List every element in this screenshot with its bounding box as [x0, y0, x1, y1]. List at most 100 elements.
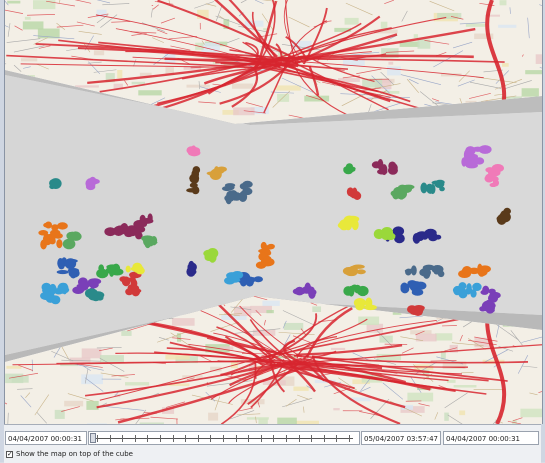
time-slider-tick [173, 435, 174, 442]
checkmark-icon: ✓ [7, 449, 13, 459]
map-landuse-patch [33, 0, 55, 9]
map-landuse-patch [86, 401, 98, 410]
trajectory-point [96, 269, 108, 279]
trajectory-point [400, 283, 408, 292]
trajectory-point [412, 289, 424, 296]
trajectory-point [54, 288, 64, 294]
trajectory-point [56, 239, 62, 248]
trajectory-point [485, 175, 494, 182]
trajectory-point [214, 166, 219, 175]
map-landuse-patch [312, 306, 321, 312]
time-slider-tick [110, 435, 111, 442]
trajectory-point [372, 161, 381, 168]
map-landuse-patch [262, 301, 279, 306]
trajectory-point [88, 290, 98, 301]
space-time-cube-canvas[interactable] [5, 0, 542, 424]
trajectory-point [70, 231, 81, 240]
time-slider-tick [223, 435, 224, 442]
map-landuse-patch [132, 82, 145, 85]
trajectory-point [49, 238, 56, 245]
time-controls-bar: 04/04/2007 00:00:31 05/04/2007 03:57:47 … [4, 424, 541, 463]
trajectory-point [493, 165, 499, 171]
time-slider[interactable] [88, 431, 360, 445]
trajectory-point [465, 146, 475, 155]
show-map-option[interactable]: ✓ Show the map on top of the cube [6, 448, 133, 460]
time-slider-tick [236, 435, 237, 442]
trajectory-point [432, 180, 443, 184]
map-landuse-patch [414, 34, 418, 38]
map-landuse-patch [444, 413, 449, 421]
map-landuse-patch [266, 310, 273, 313]
map-landuse-patch [25, 17, 31, 20]
trajectory-point [488, 289, 496, 294]
trajectory-point [38, 230, 48, 235]
map-landuse-patch [121, 331, 131, 336]
trajectory-point [381, 164, 387, 175]
trajectory-point [458, 289, 467, 299]
trajectory-point [140, 218, 153, 224]
trajectory-point [493, 179, 499, 186]
time-slider-thumb[interactable] [90, 433, 96, 443]
map-landuse-patch [331, 348, 345, 350]
time-slider-tick [210, 435, 211, 442]
trajectory-point [186, 146, 197, 154]
trajectory-point [249, 277, 254, 283]
map-landuse-patch [172, 318, 195, 326]
trajectory-point [254, 276, 263, 282]
map-landuse-patch [247, 417, 269, 419]
trajectory-point [230, 274, 237, 280]
trajectory-point [57, 270, 69, 274]
time-slider-tick [135, 435, 136, 442]
time-slider-tick [160, 435, 161, 442]
map-landuse-patch [498, 25, 516, 28]
trajectory-point [474, 157, 484, 164]
map-landuse-patch [81, 374, 103, 384]
trajectory-point [57, 258, 63, 268]
trajectory-point [190, 183, 198, 188]
time-slider-tick [299, 435, 300, 442]
map-landuse-patch [407, 393, 433, 402]
trajectory-point [45, 221, 52, 228]
map-landuse-patch [82, 348, 102, 358]
time-slider-tick [147, 435, 148, 442]
trajectory-point [89, 177, 96, 186]
end-date-field: 04/04/2007 00:00:31 [443, 431, 539, 445]
map-landuse-patch [381, 22, 388, 29]
trajectory-point [403, 185, 415, 190]
trajectory-point [225, 184, 235, 190]
trajectory-point [407, 283, 420, 289]
map-landuse-patch [75, 85, 99, 87]
trajectory-point [421, 233, 428, 240]
map-landuse-patch [500, 0, 507, 5]
map-landuse-patch [466, 24, 486, 27]
map-landuse-patch [125, 382, 149, 385]
map-landuse-patch [333, 408, 339, 410]
trajectory-point [391, 190, 398, 196]
trajectory-point [226, 191, 236, 200]
trajectory-point [70, 269, 77, 279]
show-map-label: Show the map on top of the cube [16, 450, 133, 458]
trajectory-point [72, 286, 84, 294]
map-landuse-patch [21, 58, 37, 61]
show-map-checkbox[interactable]: ✓ [6, 451, 13, 458]
trajectory-point [131, 267, 139, 271]
space-time-cube-view[interactable] [4, 0, 543, 424]
trajectory-point [344, 220, 352, 231]
start-date-field: 04/04/2007 00:00:31 [5, 431, 87, 445]
trajectory-point [264, 256, 272, 266]
trajectory-point [388, 161, 396, 170]
trajectory-point [65, 258, 76, 269]
trajectory-point [146, 240, 158, 244]
current-date-field: 05/04/2007 03:57:47 [361, 431, 441, 445]
map-landuse-patch [454, 385, 477, 388]
map-landuse-patch [536, 54, 542, 64]
time-slider-tick [198, 435, 199, 442]
map-landuse-patch [69, 358, 90, 363]
map-landuse-patch [345, 18, 359, 25]
trajectory-point [499, 212, 511, 223]
trajectory-point [122, 277, 131, 287]
time-slider-tick [349, 435, 350, 442]
map-landuse-patch [64, 401, 83, 407]
trajectory-point [50, 178, 62, 189]
